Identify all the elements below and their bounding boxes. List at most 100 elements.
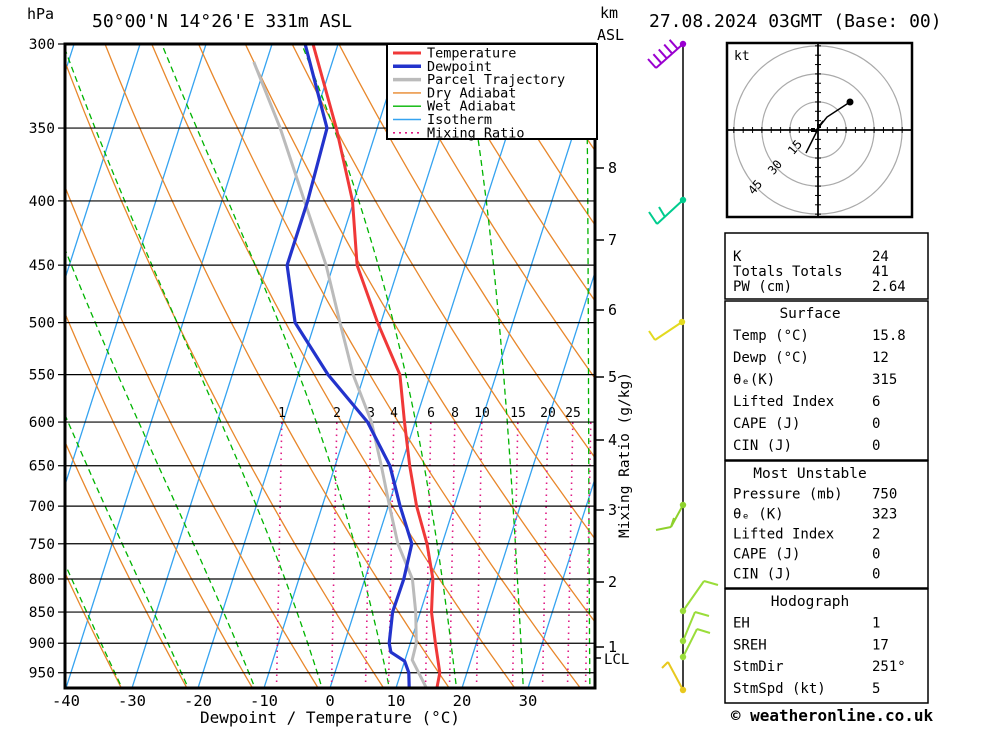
- sounding-profiles: [252, 45, 442, 687]
- table-row-value: 15.8: [872, 328, 906, 344]
- x-tick-label: 30: [519, 692, 538, 710]
- wet-adiabat-line: [66, 49, 322, 685]
- wind-barb-dot: [679, 607, 687, 615]
- wet-adiabat-line: [66, 415, 188, 685]
- table-row-label: PW (cm): [733, 279, 792, 295]
- mixing-ratio-value: 10: [474, 406, 490, 421]
- table-frame: [724, 300, 929, 461]
- isotherm-line: [329, 45, 537, 687]
- wind-barb-feather: [682, 580, 705, 612]
- table-row-label: EH: [733, 616, 750, 632]
- legend-label: Wet Adiabat: [427, 99, 516, 115]
- wet-adiabat-line: [462, 45, 524, 685]
- table-row-value: 12: [872, 350, 889, 366]
- wind-barb-feather: [703, 580, 719, 586]
- wind-barb-feather: [658, 206, 666, 218]
- dry-adiabat-line: [291, 45, 594, 539]
- wind-barb-feather: [654, 321, 683, 341]
- mixing-ratio-value: 3: [367, 406, 375, 421]
- table-row-value: 323: [872, 506, 897, 522]
- temperature-axis: -40 -30 -20 -10 0 10 20 30: [52, 692, 537, 710]
- x-tick-label: -20: [184, 692, 212, 710]
- mixing-ratio-line: [566, 419, 574, 687]
- wet-adiabat-line: [161, 45, 390, 685]
- dry-adiabat-line: [338, 45, 594, 458]
- mixing-ratio-value: 4: [390, 406, 398, 421]
- wind-barb-dot: [679, 501, 687, 509]
- wind-barb-dot: [679, 196, 687, 204]
- temperature-curve: [311, 45, 442, 687]
- mixing-ratio-line: [387, 419, 395, 687]
- km-tick-label: 1: [608, 638, 617, 656]
- table-row-label: CAPE (J): [733, 416, 800, 432]
- wind-barb-feather: [668, 39, 679, 50]
- km-tick-label: 4: [608, 431, 617, 449]
- mixing-ratio-value: 20: [540, 406, 556, 421]
- table-row-label: Lifted Index: [733, 526, 834, 542]
- wind-barb-feather: [696, 628, 711, 634]
- wind-barb-feather: [682, 611, 696, 642]
- mixing-ratio-line: [330, 419, 338, 687]
- wind-barb-dot: [679, 40, 687, 48]
- table-row-value: 6: [872, 394, 880, 410]
- table-row-label: θₑ(K): [733, 372, 775, 388]
- parcel-trajectory-curve: [252, 61, 428, 687]
- isotherm-line: [66, 45, 75, 72]
- wind-barb-feather: [661, 661, 669, 669]
- mixing-ratio-line: [584, 419, 592, 687]
- x-tick-label: 0: [325, 692, 334, 710]
- wind-barb-column: [647, 39, 719, 694]
- isotherm-line: [263, 45, 471, 687]
- table-row-value: 24: [872, 249, 889, 265]
- legend-label: Parcel Trajectory: [427, 72, 565, 88]
- table-row-label: K: [733, 249, 742, 265]
- wet-adiabat-line: [301, 45, 457, 685]
- x-tick-label: 10: [387, 692, 406, 710]
- wind-barb-feather: [670, 517, 675, 528]
- table-row-value: 0: [872, 416, 880, 432]
- hodograph-point: [811, 128, 815, 132]
- alt-unit-asl-label: ASL: [597, 26, 624, 44]
- dry-adiabat-line: [66, 442, 188, 687]
- table-row-value: 0: [872, 566, 880, 582]
- isotherm-line: [66, 45, 141, 278]
- mixing-ratio-value: 25: [565, 406, 581, 421]
- page-title: 50°00'N 14°26'E 331m ASL: [92, 11, 352, 32]
- dry-adiabat-line: [104, 45, 450, 687]
- pressure-tick-label: 350: [29, 121, 55, 137]
- km-tick-label: 7: [608, 231, 617, 249]
- dry-adiabat-line: [198, 45, 581, 687]
- dry-adiabat-line: [479, 45, 594, 225]
- pressure-tick-label: 300: [29, 37, 55, 53]
- isotherm-line: [66, 45, 273, 687]
- hodograph-unit-label: kt: [734, 49, 750, 64]
- wind-barb-dot: [679, 653, 687, 661]
- wind-barb-feather: [648, 211, 658, 225]
- table-row-label: CIN (J): [733, 438, 792, 454]
- mixing-ratio-line: [541, 419, 549, 687]
- table-row-value: 315: [872, 372, 897, 388]
- table-row-value: 0: [872, 438, 880, 454]
- table-row-value: 0: [872, 546, 880, 562]
- x-tick-label: -30: [118, 692, 146, 710]
- mixing-ratio-value: 2: [333, 406, 341, 421]
- pressure-tick-label: 500: [29, 316, 55, 332]
- datetime-label: 27.08.2024 03GMT (Base: 00): [649, 11, 942, 32]
- indices-tables: K 24 Totals Totals 41 PW (cm) 2.64 Surface Temp…: [724, 232, 929, 704]
- wind-barb-feather: [667, 661, 684, 691]
- dry-adiabat-line: [66, 62, 384, 687]
- dry-adiabat-line: [151, 45, 515, 687]
- pressure-tick-label: 750: [29, 537, 55, 553]
- hodograph-point: [817, 124, 821, 128]
- wet-adiabat-line: [66, 249, 255, 685]
- dry-adiabat-line: [245, 45, 594, 622]
- mixing-ratio-line: [475, 419, 483, 687]
- wind-barb-feather: [655, 526, 672, 531]
- dry-adiabat-line: [66, 573, 122, 687]
- x-tick-label: -40: [52, 692, 80, 710]
- wind-barb-feather: [656, 199, 684, 225]
